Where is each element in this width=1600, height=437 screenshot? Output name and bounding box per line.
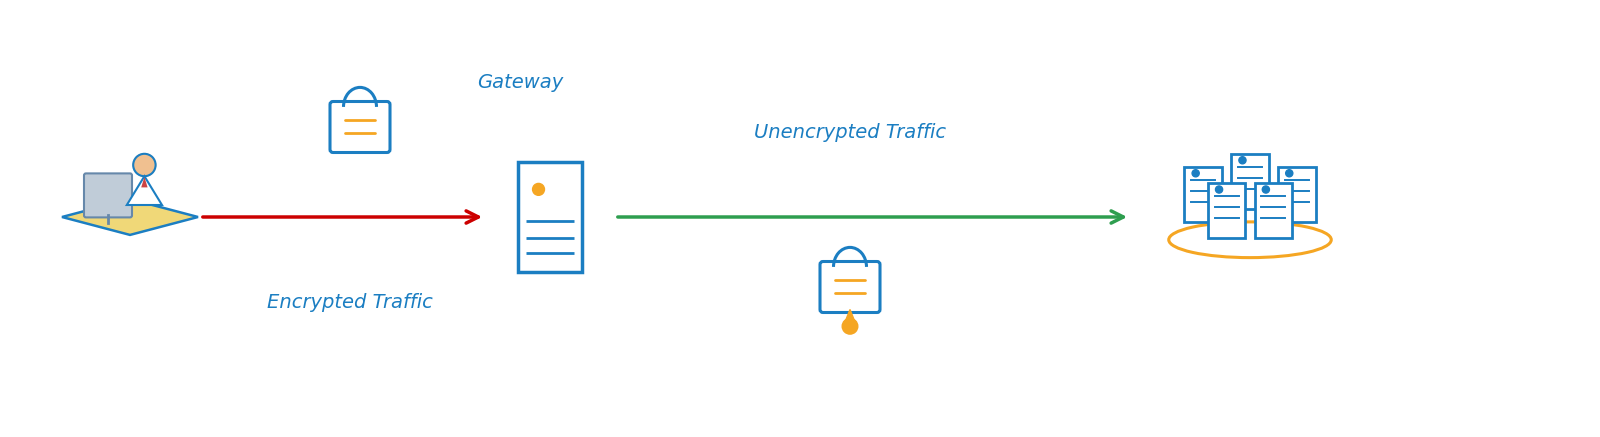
Circle shape xyxy=(533,184,544,195)
FancyBboxPatch shape xyxy=(330,101,390,153)
Text: Gateway: Gateway xyxy=(477,73,563,91)
FancyBboxPatch shape xyxy=(1184,166,1222,222)
Polygon shape xyxy=(141,177,147,187)
Circle shape xyxy=(133,154,155,176)
Polygon shape xyxy=(62,199,198,235)
FancyBboxPatch shape xyxy=(1208,183,1245,238)
Circle shape xyxy=(842,319,858,334)
Text: Unencrypted Traffic: Unencrypted Traffic xyxy=(754,122,946,142)
Circle shape xyxy=(1216,186,1222,193)
Circle shape xyxy=(1192,170,1200,177)
FancyBboxPatch shape xyxy=(1278,166,1315,222)
FancyBboxPatch shape xyxy=(821,261,880,312)
Circle shape xyxy=(1286,170,1293,177)
FancyBboxPatch shape xyxy=(518,162,582,272)
FancyBboxPatch shape xyxy=(1254,183,1293,238)
Polygon shape xyxy=(845,309,854,322)
Text: Encrypted Traffic: Encrypted Traffic xyxy=(267,292,434,312)
Polygon shape xyxy=(126,176,162,205)
Circle shape xyxy=(1262,186,1269,193)
Ellipse shape xyxy=(1168,222,1331,258)
Circle shape xyxy=(1238,157,1246,164)
FancyBboxPatch shape xyxy=(83,173,131,217)
FancyBboxPatch shape xyxy=(1230,154,1269,209)
